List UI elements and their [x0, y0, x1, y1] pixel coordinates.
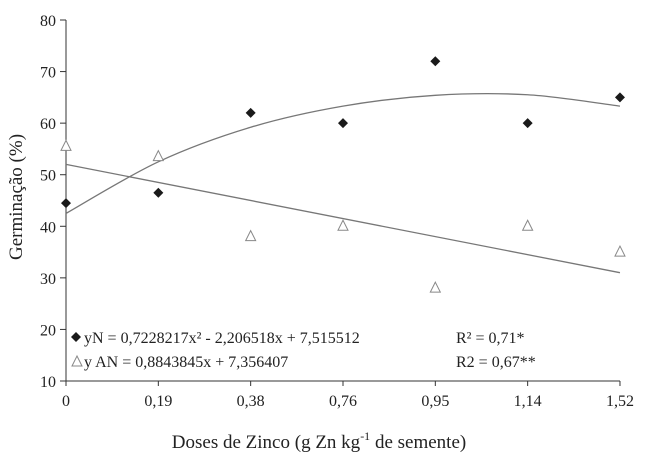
y-tick-label: 70 — [40, 65, 56, 82]
x-tick-labels: 0 0,19 0,38 0,76 0,95 1,14 1,52 — [62, 381, 634, 410]
point-an — [60, 139, 72, 151]
x-axis-title-superscript: -1 — [360, 429, 370, 443]
y-tick-marks — [60, 19, 66, 382]
point-n — [337, 118, 348, 129]
x-tick-label: 1,52 — [606, 393, 634, 410]
point-an — [429, 281, 442, 293]
point-n — [61, 198, 71, 209]
x-tick-label: 0,38 — [237, 393, 265, 410]
legend-equation-an: y AN = 0,8843845x + 7,356407 — [84, 354, 288, 371]
legend-marker-diamond — [71, 332, 81, 342]
point-an — [152, 149, 165, 162]
trend-line-an — [65, 163, 621, 274]
x-tick-label: 0,76 — [329, 393, 357, 410]
point-n — [430, 56, 441, 67]
point-n — [245, 107, 256, 118]
trend-line-n — [65, 92, 621, 214]
y-tick-labels: 10 20 30 40 50 60 70 80 — [40, 13, 56, 391]
point-an — [521, 219, 534, 231]
point-n — [153, 187, 164, 198]
legend-marker-triangle — [71, 354, 83, 367]
y-tick-label: 30 — [40, 271, 56, 288]
legend: yN = 0,7228217x² - 2,206518x + 7,515512 … — [71, 330, 536, 371]
y-tick-label: 40 — [40, 219, 56, 236]
y-tick-label: 20 — [40, 322, 56, 339]
point-n — [522, 118, 533, 129]
legend-equation-n: yN = 0,7228217x² - 2,206518x + 7,515512 — [84, 330, 360, 347]
x-axis-title-tail: de semente) — [370, 432, 466, 453]
y-tick-label: 10 — [40, 374, 56, 391]
x-tick-label: 0 — [62, 393, 70, 410]
x-axis-title: Doses de Zinco (g Zn kg-1 de semente) — [172, 429, 466, 453]
x-tick-label: 0,19 — [144, 393, 172, 410]
y-axis-title: Germinação (%) — [6, 134, 27, 260]
x-tick-label: 1,14 — [514, 393, 542, 410]
x-axis-title-main: Doses de Zinco (g Zn kg — [172, 432, 361, 453]
data-points — [60, 56, 626, 293]
legend-r2-an: R2 = 0,67** — [456, 354, 536, 371]
trend-lines — [65, 92, 621, 274]
point-an — [614, 244, 626, 257]
point-an — [244, 229, 257, 242]
y-tick-label: 60 — [40, 116, 56, 133]
x-tick-label: 0,95 — [421, 393, 449, 410]
y-tick-label: 50 — [40, 168, 56, 185]
point-an — [337, 219, 349, 231]
point-n — [614, 92, 625, 103]
legend-r2-n: R² = 0,71* — [456, 330, 525, 347]
y-tick-label: 80 — [40, 13, 56, 30]
